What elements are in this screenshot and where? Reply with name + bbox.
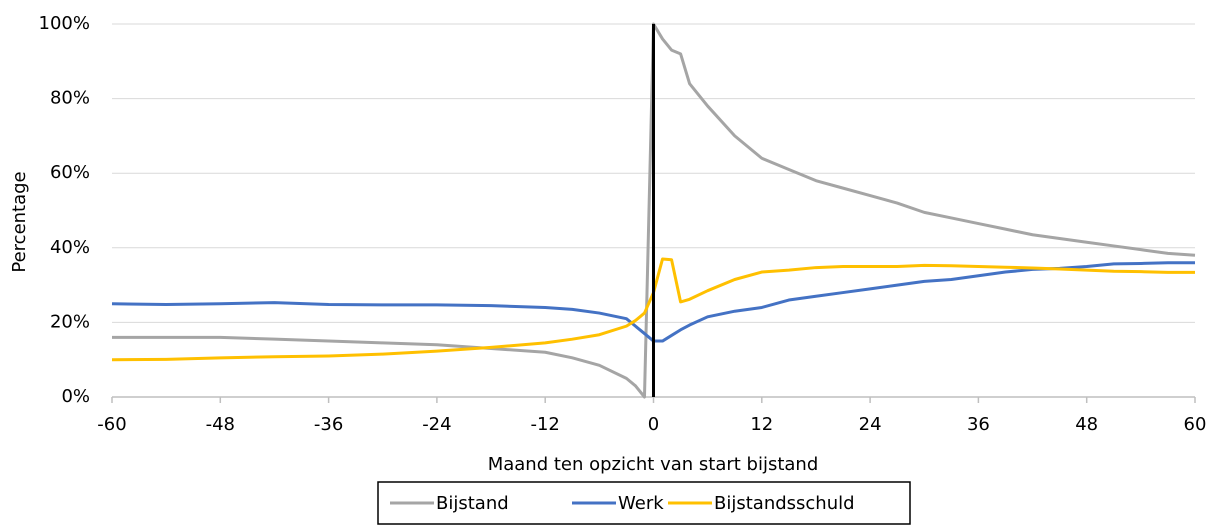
x-tick-label: 0	[648, 414, 659, 435]
x-tick-label: -48	[206, 414, 235, 435]
x-tick-label: 24	[859, 414, 882, 435]
x-tick-label: -12	[530, 414, 559, 435]
legend-label: Bijstandsschuld	[714, 493, 855, 514]
legend-box	[377, 481, 911, 525]
x-tick-label: -60	[97, 414, 126, 435]
line-series	[112, 22, 1196, 399]
y-tick-label: 20%	[50, 311, 90, 332]
y-tick-label: 100%	[39, 13, 90, 34]
line-series	[111, 261, 1195, 343]
x-tick-label: 36	[967, 414, 990, 435]
y-tick-label: 60%	[50, 162, 90, 183]
x-tick-label: 48	[1075, 414, 1098, 435]
x-tick-label: -36	[314, 414, 343, 435]
legend-label: Bijstand	[436, 493, 509, 514]
y-tick-label: 0%	[61, 386, 90, 407]
y-tick-label: 80%	[50, 88, 90, 109]
x-tick-label: -24	[422, 414, 451, 435]
x-tick-label: 12	[750, 414, 773, 435]
y-axis-label: Percentage	[9, 171, 30, 272]
y-tick-label: 40%	[50, 237, 90, 258]
legend-label: Werk	[618, 493, 664, 514]
x-tick-label: 60	[1184, 414, 1207, 435]
x-axis-label: Maand ten opzicht van start bijstand	[488, 454, 819, 475]
line-series	[111, 257, 1195, 362]
